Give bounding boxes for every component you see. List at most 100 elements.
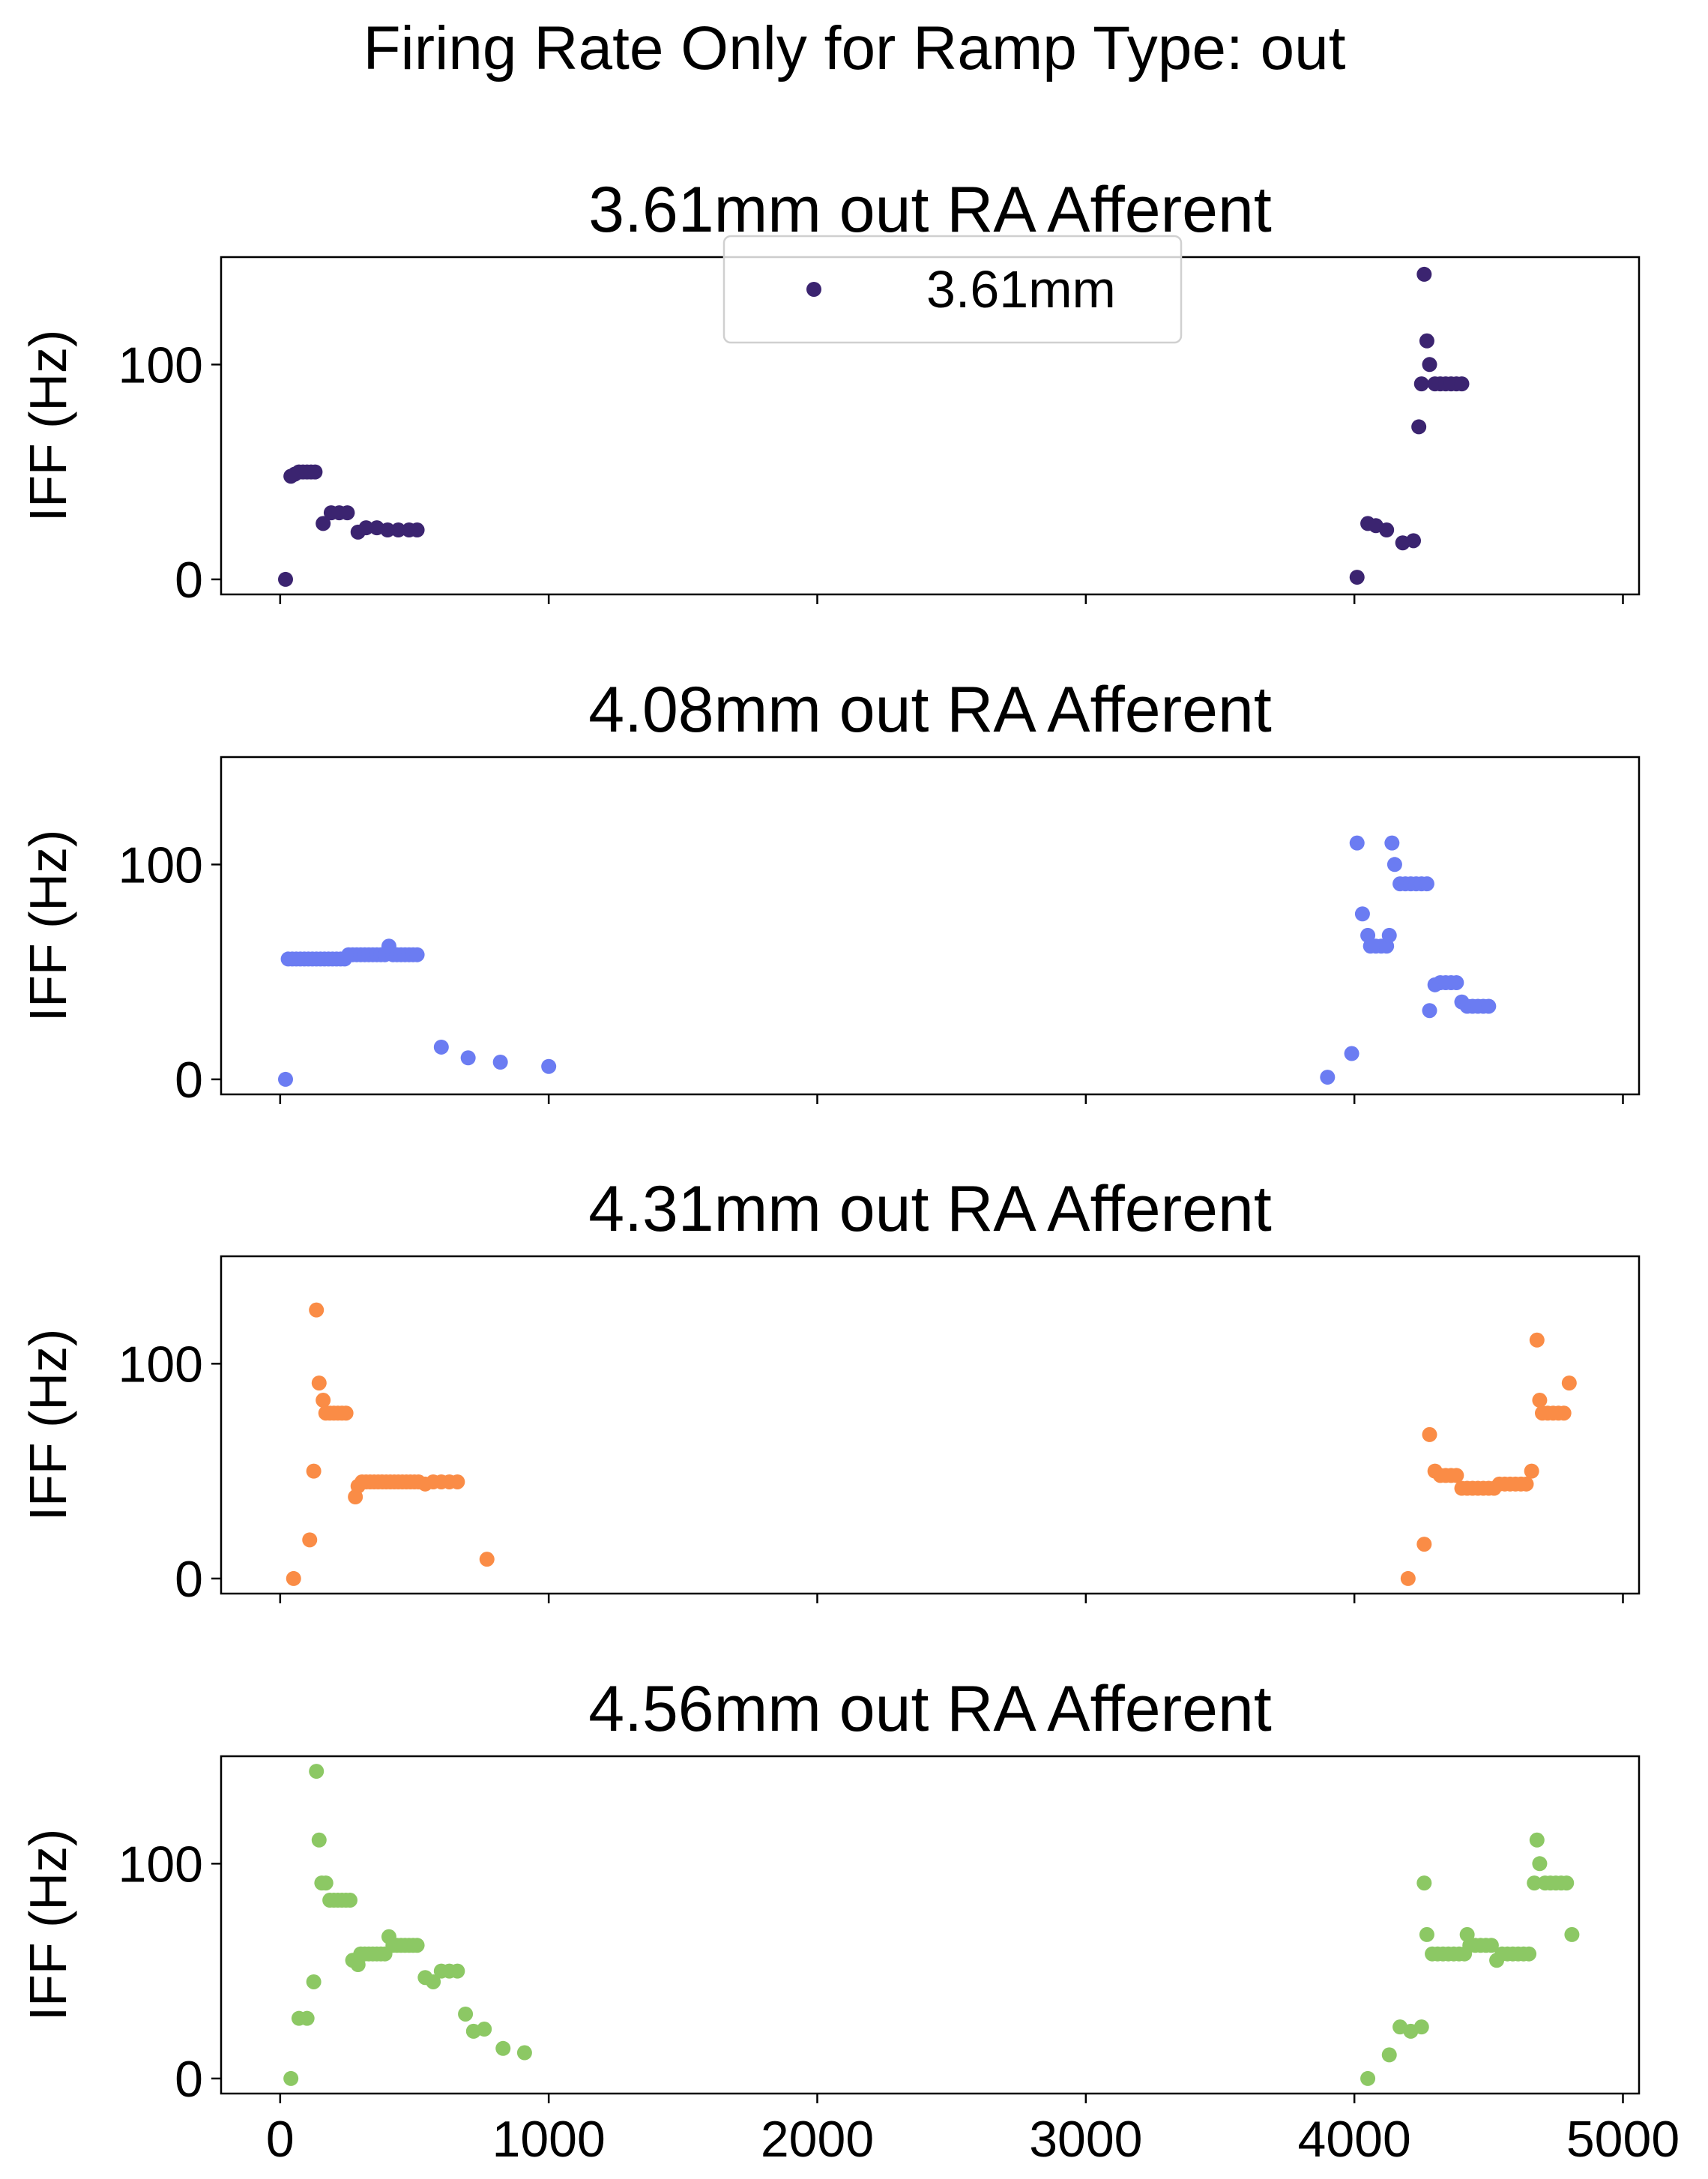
data-point [1521, 1946, 1537, 1962]
data-point [306, 1974, 322, 1989]
data-point [1422, 1426, 1437, 1442]
y-tick-label: 100 [118, 1836, 203, 1893]
figure-suptitle: Firing Rate Only for Ramp Type: out [363, 14, 1345, 82]
data-point [278, 1071, 293, 1087]
data-point [1524, 1463, 1539, 1479]
data-point [450, 1474, 465, 1489]
subplot-title: 4.08mm out RA Afferent [588, 674, 1272, 746]
legend-label: 3.61mm [926, 260, 1116, 319]
data-point [409, 947, 425, 962]
data-point [1532, 1856, 1548, 1872]
data-point [1379, 522, 1395, 538]
subplot-2: 4.08mm out RA Afferent IFF (Hz) 0 100 [19, 674, 1641, 1109]
data-point [479, 1552, 495, 1567]
x-tick-label: 5000 [1566, 2111, 1680, 2168]
data-point [492, 1055, 508, 1070]
data-point [1422, 357, 1437, 373]
data-point [1344, 1046, 1360, 1061]
data-point [1556, 1405, 1572, 1421]
data-point [1320, 1070, 1336, 1085]
data-point [1419, 876, 1434, 892]
data-point [409, 522, 425, 538]
data-point [1381, 2047, 1397, 2063]
data-point [311, 1375, 327, 1391]
data-point [338, 1405, 354, 1421]
subplot-title: 3.61mm out RA Afferent [588, 174, 1272, 246]
data-point [409, 1938, 425, 1953]
data-point [1529, 1832, 1545, 1848]
x-tick-label: 4000 [1298, 2111, 1411, 2168]
legend-marker [806, 282, 821, 297]
data-point [426, 1974, 441, 1989]
data-point [1419, 1926, 1434, 1942]
data-point [495, 2040, 511, 2056]
y-tick-label: 100 [118, 1336, 203, 1393]
data-point [1413, 376, 1429, 392]
data-point [1449, 974, 1464, 990]
y-axis-label: IFF (Hz) [19, 830, 77, 1022]
y-tick-label: 0 [175, 1052, 203, 1109]
data-point [311, 1832, 327, 1848]
scatter-series [278, 835, 1497, 1087]
axes-frame [220, 756, 1641, 1096]
data-point [318, 1875, 334, 1891]
scatter-series [286, 1302, 1577, 1586]
data-point [1527, 1875, 1542, 1891]
data-point [450, 1963, 465, 1979]
data-point [1354, 906, 1370, 922]
y-tick-label: 0 [175, 552, 203, 609]
data-point [1483, 1938, 1499, 1953]
data-point [380, 522, 396, 538]
x-tick-label: 0 [266, 2111, 295, 2168]
data-point [306, 1463, 322, 1479]
data-point [1406, 533, 1421, 549]
data-point [460, 1050, 476, 1066]
data-point [302, 1532, 318, 1548]
data-point [1422, 1003, 1437, 1019]
data-point [1532, 1393, 1548, 1408]
data-point [1360, 2070, 1376, 2086]
data-point [340, 505, 355, 521]
data-point [1413, 2019, 1429, 2035]
data-point [1481, 998, 1497, 1014]
data-point [286, 1570, 301, 1586]
data-point [1518, 1476, 1534, 1492]
data-point [1416, 266, 1432, 282]
data-point [1411, 419, 1427, 435]
y-tick-label: 100 [118, 337, 203, 394]
y-tick-label: 0 [175, 2051, 203, 2108]
data-point [1419, 333, 1434, 349]
data-point [541, 1058, 557, 1074]
data-point [477, 2022, 492, 2037]
subplot-3: 4.31mm out RA Afferent IFF (Hz) 0 100 [19, 1173, 1641, 1608]
legend: 3.61mm [722, 235, 1183, 344]
data-point [299, 2010, 315, 2026]
data-point [390, 522, 406, 538]
data-point [1564, 1926, 1580, 1942]
data-point [1449, 1468, 1464, 1483]
x-tick-label: 3000 [1029, 2111, 1142, 2168]
scatter-series [283, 1764, 1580, 2086]
y-axis-label: IFF (Hz) [19, 1829, 77, 2022]
data-point [516, 2045, 532, 2061]
subplot-1: 3.61mm out RA Afferent IFF (Hz) 0 100 3.61mm [19, 174, 1641, 609]
y-tick-label: 100 [118, 837, 203, 893]
y-axis-label: IFF (Hz) [19, 330, 77, 522]
y-axis-label: IFF (Hz) [19, 1329, 77, 1522]
x-tick-label: 1000 [492, 2111, 606, 2168]
data-point [283, 2070, 299, 2086]
data-point [1416, 1537, 1432, 1552]
data-point [309, 1764, 325, 1779]
data-point [1559, 1875, 1575, 1891]
data-point [1386, 857, 1402, 872]
data-point [309, 1302, 325, 1318]
data-point [1349, 570, 1365, 585]
subplot-title: 4.56mm out RA Afferent [588, 1673, 1272, 1745]
data-point [433, 1039, 449, 1055]
axes-frame [220, 1255, 1641, 1595]
data-point [1454, 376, 1470, 392]
axes-frame [220, 1755, 1641, 2095]
